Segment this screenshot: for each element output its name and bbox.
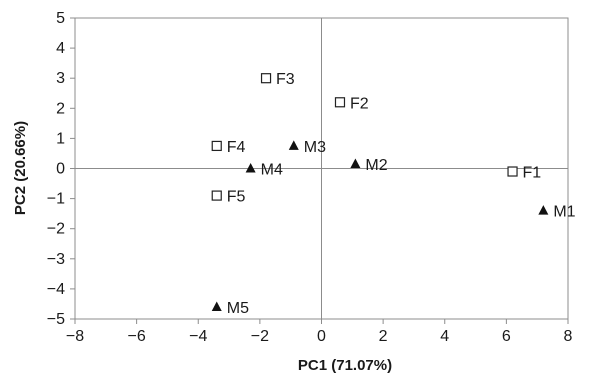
y-tick-label: −1 bbox=[47, 191, 65, 208]
point-label: M2 bbox=[365, 157, 387, 174]
x-tick-label: −6 bbox=[128, 328, 146, 345]
y-tick-label: −3 bbox=[47, 251, 65, 268]
x-tick-label: 6 bbox=[502, 328, 511, 345]
x-axis-title: PC1 (71.07%) bbox=[298, 357, 392, 374]
y-tick-label: 5 bbox=[56, 10, 65, 27]
open-square-marker bbox=[211, 140, 222, 152]
data-point-f1: F1 bbox=[507, 165, 542, 182]
point-label: M4 bbox=[261, 162, 283, 179]
data-point-f3: F3 bbox=[260, 71, 295, 88]
open-square-marker bbox=[507, 166, 518, 177]
y-tick-label: −4 bbox=[47, 281, 65, 298]
y-tick-label: 4 bbox=[56, 40, 65, 57]
filled-triangle-marker bbox=[538, 205, 549, 215]
point-label: M3 bbox=[304, 139, 326, 156]
open-square-marker bbox=[260, 73, 272, 84]
x-tick-label: −8 bbox=[66, 328, 84, 345]
x-tick-label: 2 bbox=[379, 328, 388, 345]
data-point-m5: M5 bbox=[211, 300, 249, 317]
data-point-f2: F2 bbox=[334, 95, 369, 112]
y-tick-label: 2 bbox=[56, 100, 65, 117]
point-label: F4 bbox=[227, 139, 246, 156]
open-square-marker bbox=[334, 97, 346, 108]
x-tick-label: 0 bbox=[317, 328, 326, 345]
x-tick-label: −2 bbox=[251, 328, 269, 345]
open-square-marker bbox=[211, 190, 222, 201]
point-label: F3 bbox=[276, 71, 295, 88]
x-tick-label: 4 bbox=[440, 328, 449, 345]
point-label: M5 bbox=[227, 300, 249, 317]
x-tick-label: 8 bbox=[564, 328, 573, 345]
data-point-f5: F5 bbox=[211, 189, 246, 206]
data-point-m1: M1 bbox=[538, 204, 576, 221]
x-tick-label: −4 bbox=[189, 328, 207, 345]
filled-triangle-marker bbox=[288, 140, 299, 150]
y-tick-label: 0 bbox=[56, 161, 65, 178]
filled-triangle-marker bbox=[211, 301, 222, 311]
data-point-m3: M3 bbox=[288, 139, 326, 156]
y-tick-label: −5 bbox=[47, 311, 65, 328]
point-label: M1 bbox=[553, 204, 575, 221]
point-label: F1 bbox=[523, 165, 542, 182]
y-tick-label: 1 bbox=[56, 130, 65, 147]
point-label: F5 bbox=[227, 189, 246, 206]
data-point-m2: M2 bbox=[350, 157, 388, 174]
y-axis-title: PC2 (20.66%) bbox=[12, 121, 29, 215]
filled-triangle-marker bbox=[350, 158, 361, 168]
data-points: F1 F2 F3 F4 F5 M1 M2 M3 M4 M5 bbox=[211, 71, 576, 317]
y-tick-label: −2 bbox=[47, 221, 65, 238]
data-point-f4: F4 bbox=[211, 139, 246, 156]
axes: −8 −6 −4 −2 0 2 4 6 8 −5 −4 −3 −2 −1 0 1 2 3 4 5 bbox=[47, 10, 573, 345]
filled-triangle-marker bbox=[245, 163, 256, 173]
data-point-m4: M4 bbox=[245, 162, 283, 179]
point-label: F2 bbox=[350, 95, 369, 112]
y-tick-label: 3 bbox=[56, 70, 65, 87]
